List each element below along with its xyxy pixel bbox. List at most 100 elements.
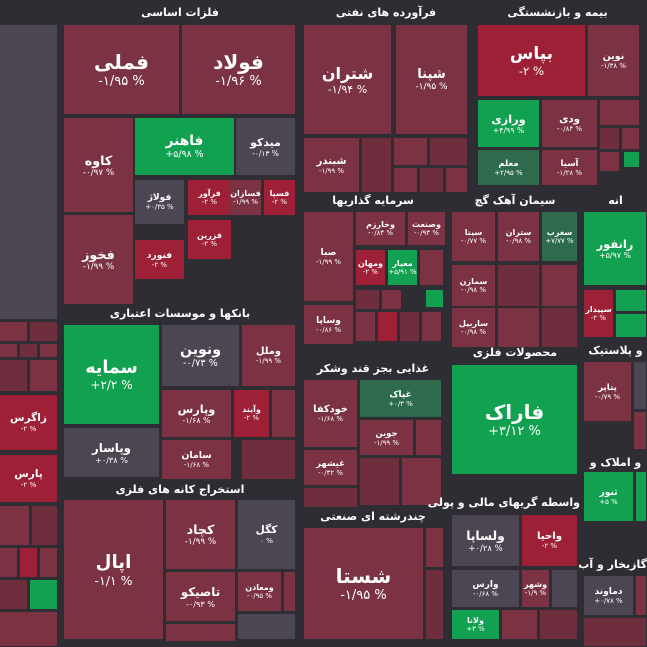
sector-title: انه xyxy=(608,194,623,207)
tile: وآیند -۲ % xyxy=(234,390,269,437)
tile-name: ولانا xyxy=(467,616,484,625)
tile-filler xyxy=(0,612,57,646)
tile: ومهان -۲ % xyxy=(356,250,385,285)
tile-change: -۰/۹۵ % xyxy=(246,592,273,600)
tile-name: کاوه xyxy=(84,152,113,168)
sector-title: فرآورده های نفتی xyxy=(335,6,437,19)
tile-change: -۰/۷۹ % xyxy=(594,392,621,401)
sector-title: واسطه گریهای مالی و پولی xyxy=(427,496,580,509)
tile-name: سغرب xyxy=(546,228,573,237)
tile: فزرین -۲ % xyxy=(188,220,231,259)
tile: ودی -۰/۸۴ % xyxy=(542,100,597,147)
tile-name: فسازان xyxy=(230,189,261,198)
tile-filler xyxy=(40,344,57,357)
tile-change: -۱/۶۸ % xyxy=(182,416,211,425)
tile: فسپا -۲ % xyxy=(264,180,295,215)
tile-change: -۱/۹۹ % xyxy=(82,262,115,272)
tile: سغرب +۷/۷۷ % xyxy=(542,212,577,261)
tile: سپیدار -۲ % xyxy=(584,290,613,337)
sector-title: گازبخار و آب xyxy=(578,558,647,571)
tile: اپال -۱/۱ % xyxy=(64,500,163,639)
tile-name: سامان xyxy=(181,450,212,461)
tile-filler xyxy=(430,138,467,165)
tile-name: شتران xyxy=(321,63,374,83)
tile-change: +۴/۹۹ % xyxy=(492,125,525,135)
tile-change: -۰/۷۳ % xyxy=(183,358,218,369)
sector-title: و املاک و xyxy=(589,456,642,469)
tile-change: +۵/۹۸ % xyxy=(165,149,204,160)
tile: وپاسار +۰/۳۸ % xyxy=(64,428,159,477)
tile: دماوند +۰/۷۸ % xyxy=(584,576,633,615)
tile-change: -۱/۱ % xyxy=(94,572,133,588)
tile: بپاس -۲ % xyxy=(478,25,585,96)
tile-change: -۱/۹۶ % xyxy=(215,74,262,89)
tile-filler xyxy=(540,610,577,639)
tile-filler xyxy=(0,322,27,341)
sector-title: بانکها و موسسات اعتباری xyxy=(109,307,251,320)
tile-filler xyxy=(0,548,17,577)
tile-filler xyxy=(238,614,295,639)
tile-name: زاگرس xyxy=(10,412,47,424)
tile-name: شبندر xyxy=(316,155,347,167)
tile-filler xyxy=(30,360,57,391)
tile-filler xyxy=(382,290,401,309)
tile-filler xyxy=(0,25,57,319)
tile-name: صبا xyxy=(320,247,337,258)
tile-filler xyxy=(242,440,295,479)
tile: شپنا -۱/۹۵ % xyxy=(396,25,467,134)
tile-name: فخوز xyxy=(82,247,115,262)
tile-filler xyxy=(622,128,639,149)
tile-change: ۰ % xyxy=(259,536,274,545)
tile: ومعادن -۰/۹۵ % xyxy=(238,572,281,611)
tile-change: -۰/۹۳ % xyxy=(413,229,440,237)
tile-change: -۱/۹۵ % xyxy=(340,588,387,603)
tile-name: سیتا xyxy=(464,228,483,237)
tile-change: -۱/۹۹ % xyxy=(373,438,400,447)
tile-name: فنورد xyxy=(146,250,173,261)
tile-change: -۲ % xyxy=(362,268,379,276)
sector-title: سرمایه گذاریها xyxy=(332,194,414,207)
tile-change: +۰/۳۸ % xyxy=(95,454,128,465)
tile-name: خودکفا xyxy=(313,404,348,415)
tile-name: وپاسار xyxy=(91,440,131,455)
tile: جوین -۱/۹۹ % xyxy=(360,420,413,455)
tile-change: -۰/۶۸ % xyxy=(472,589,499,598)
tile-change: +۰/۷۸ % xyxy=(594,596,623,605)
tile-change: -۰/۹۸ % xyxy=(460,286,487,294)
tile-filler xyxy=(634,412,646,449)
tile-name: ولساپا xyxy=(466,528,505,543)
tile-change: -۱/۹۹ % xyxy=(232,198,259,206)
tile-filler xyxy=(422,312,441,341)
tile-name: واحیا xyxy=(536,531,563,542)
tile-change: -۰/۱۳ % xyxy=(252,148,279,158)
tile-filler xyxy=(426,528,443,567)
tile-filler xyxy=(616,314,646,337)
tile-name: ورازی xyxy=(491,112,526,126)
tile-name: دماوند xyxy=(594,586,623,597)
tile: پتاپر -۰/۷۹ % xyxy=(584,362,631,421)
tile: کگل ۰ % xyxy=(238,500,295,569)
tile-change: -۲ % xyxy=(541,542,558,550)
tile-name: فولاد xyxy=(213,50,264,74)
tile: معلم +۲/۹۵ % xyxy=(478,150,539,185)
tile-filler xyxy=(420,250,443,285)
tile-change: -۱/۲۸ % xyxy=(556,168,583,177)
tile-filler xyxy=(356,290,379,309)
tile-name: اپال xyxy=(95,551,132,573)
tile-change: -۱/۹۵ % xyxy=(98,74,145,89)
tile-change: -۰/۸۴ % xyxy=(556,125,583,133)
tile: فملی -۱/۹۵ % xyxy=(64,25,179,114)
tile-change: -۰/۹۸ % xyxy=(505,237,532,245)
tile-name: وشهر xyxy=(523,580,548,589)
tile-name: فولاژ xyxy=(147,193,172,203)
tile-name: تاصیکو xyxy=(180,584,221,599)
tile-filler xyxy=(426,570,443,639)
tile-name: ستران xyxy=(505,228,532,237)
tile-filler xyxy=(394,138,427,165)
tile-change: -۱/۶۸ % xyxy=(183,461,210,469)
tile-filler xyxy=(446,168,467,192)
tile: زاگرس -۲ % xyxy=(0,395,57,450)
tile: ساربیل -۰/۹۸ % xyxy=(452,308,495,347)
tile-change: -۱/۹۴ % xyxy=(327,82,368,96)
sector-title: سیمان آهک گچ xyxy=(474,194,556,207)
